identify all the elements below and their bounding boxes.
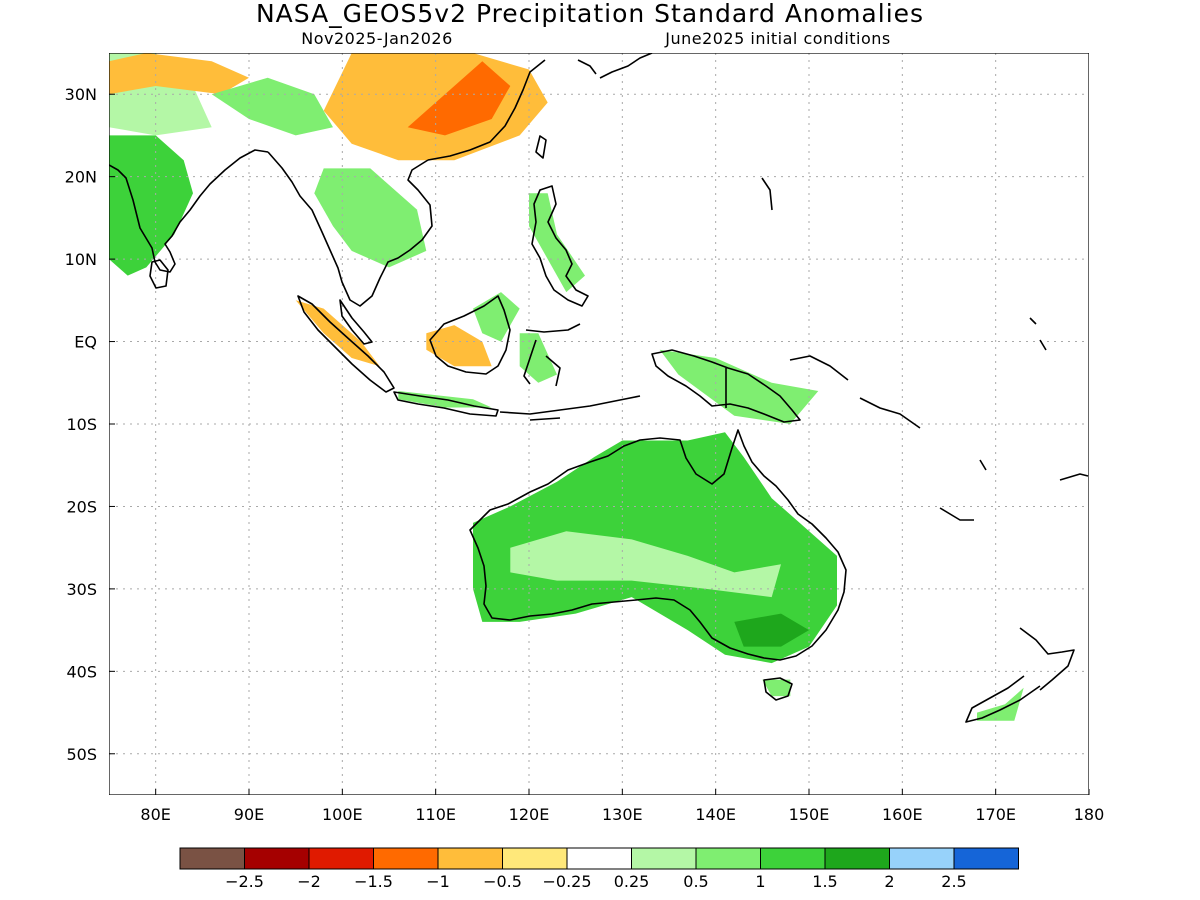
- latitude-tick-label: 10N: [65, 250, 97, 269]
- latitude-tick-label: 40S: [66, 662, 97, 681]
- anomaly-region-himalaya-green: [211, 77, 333, 136]
- coastline-java: [393, 391, 499, 417]
- anomaly-region-tasmania: [762, 679, 791, 697]
- initial-conditions-label: June2025 initial conditions: [664, 29, 891, 48]
- coastline-china: [427, 59, 546, 161]
- latitude-ticks: 30N 20N 10N EQ 10S 20S 30S 40S 50S: [65, 85, 115, 764]
- longitude-tick-label: 120E: [509, 805, 550, 824]
- coastline-sri-lanka: [149, 259, 169, 289]
- longitude-tick-label: 110E: [415, 805, 456, 824]
- coastline-new-zealand: [965, 627, 1075, 723]
- coastline-tasmania: [763, 677, 793, 701]
- colorbar-label: 0.5: [683, 872, 708, 891]
- coastline-philippines: [531, 185, 589, 307]
- longitude-tick-label: 160E: [882, 805, 923, 824]
- colorbar-swatch: [889, 847, 955, 870]
- colorbar-swatch: [824, 847, 890, 870]
- coastline-taiwan: [535, 135, 547, 159]
- colorbar-swatch: [695, 847, 761, 870]
- anomaly-region-australia-light: [510, 531, 781, 598]
- colorbar-label: 2.5: [941, 872, 966, 891]
- anomaly-region-new-guinea: [659, 349, 819, 424]
- colorbar-swatch: [373, 847, 439, 870]
- latitude-tick-label: 30N: [65, 85, 97, 104]
- coastline-borneo: [429, 295, 511, 375]
- anomaly-region-china-core: [407, 61, 511, 136]
- colorbar-swatch: [953, 847, 1019, 870]
- latitude-tick-label: 30S: [66, 580, 97, 599]
- colorbar-label: −2.5: [225, 872, 264, 891]
- anomaly-region-borneo-dry: [426, 325, 492, 367]
- colorbar-swatch: [179, 847, 245, 870]
- coastline-lesser-sunda: [499, 395, 641, 421]
- gridlines: [109, 53, 1089, 795]
- anomaly-region-sulawesi: [519, 333, 557, 383]
- colorbar-swatch: [566, 847, 632, 870]
- longitude-tick-label: 90E: [234, 805, 264, 824]
- anomaly-region-india: [109, 135, 193, 276]
- coastline-pacific-islands: [761, 177, 1089, 521]
- longitude-tick-label: 180: [1074, 805, 1105, 824]
- anomaly-region-sumatra-dry: [295, 300, 380, 367]
- colorbar-label: −1: [426, 872, 450, 891]
- latitude-tick-label: 10S: [66, 415, 97, 434]
- colorbar-label: −2: [297, 872, 321, 891]
- coastline-japan: [577, 53, 653, 79]
- colorbar-swatch: [631, 847, 697, 870]
- latitude-tick-label: 20S: [66, 497, 97, 516]
- coastline-india: [109, 149, 269, 273]
- forecast-period-label: Nov2025-Jan2026: [301, 29, 453, 48]
- colorbar-label: −0.5: [483, 872, 522, 891]
- map-area: [109, 53, 1089, 795]
- longitude-tick-label: 150E: [789, 805, 830, 824]
- figure-title: NASA_GEOS5v2 Precipitation Standard Anom…: [256, 0, 924, 28]
- coastline-solomons: [789, 355, 921, 429]
- colorbar-label: 2: [884, 872, 894, 891]
- anomaly-region-borneo-green: [473, 292, 520, 342]
- colorbar-swatch: [502, 847, 568, 870]
- coastline-sumatra: [297, 295, 395, 393]
- colorbar-swatch: [244, 847, 310, 870]
- anomaly-shading-layer: [109, 53, 1024, 721]
- longitude-tick-label: 170E: [975, 805, 1016, 824]
- colorbar-legend: −2.5 −2 −1.5 −1 −0.5 −0.25 0.25 0.5 1 1.5 2 2.5: [179, 847, 1019, 891]
- coastline-new-guinea: [651, 349, 801, 423]
- latitude-tick-label: EQ: [74, 333, 97, 352]
- coastline-sulawesi: [523, 323, 581, 387]
- latitude-tick-label: 20N: [65, 168, 97, 187]
- longitude-tick-label: 80E: [140, 805, 170, 824]
- latitude-tick-label: 50S: [66, 745, 97, 764]
- coastline-indochina: [267, 151, 433, 307]
- longitude-ticks: 80E 90E 100E 110E 120E 130E 140E 150E 160E 170E 18…: [140, 789, 1104, 824]
- anomaly-region-australia-dark: [734, 613, 809, 647]
- longitude-tick-label: 140E: [695, 805, 736, 824]
- colorbar-label: −0.25: [542, 872, 591, 891]
- colorbar-label: −1.5: [354, 872, 393, 891]
- anomaly-region-philippines: [529, 193, 585, 293]
- longitude-tick-label: 130E: [602, 805, 643, 824]
- coastlines: [109, 53, 1089, 723]
- longitude-tick-label: 100E: [322, 805, 363, 824]
- colorbar-swatch: [308, 847, 374, 870]
- anomaly-region-new-zealand: [977, 687, 1024, 721]
- colorbar-label: 1: [755, 872, 765, 891]
- coastline-australia: [469, 429, 847, 661]
- colorbar-swatch: [760, 847, 826, 870]
- colorbar-swatch: [437, 847, 503, 870]
- colorbar-label: 1.5: [812, 872, 837, 891]
- coastline-malaya: [339, 299, 373, 345]
- anomaly-region-tibet-dry: [109, 53, 249, 95]
- colorbar-label: 0.25: [614, 872, 650, 891]
